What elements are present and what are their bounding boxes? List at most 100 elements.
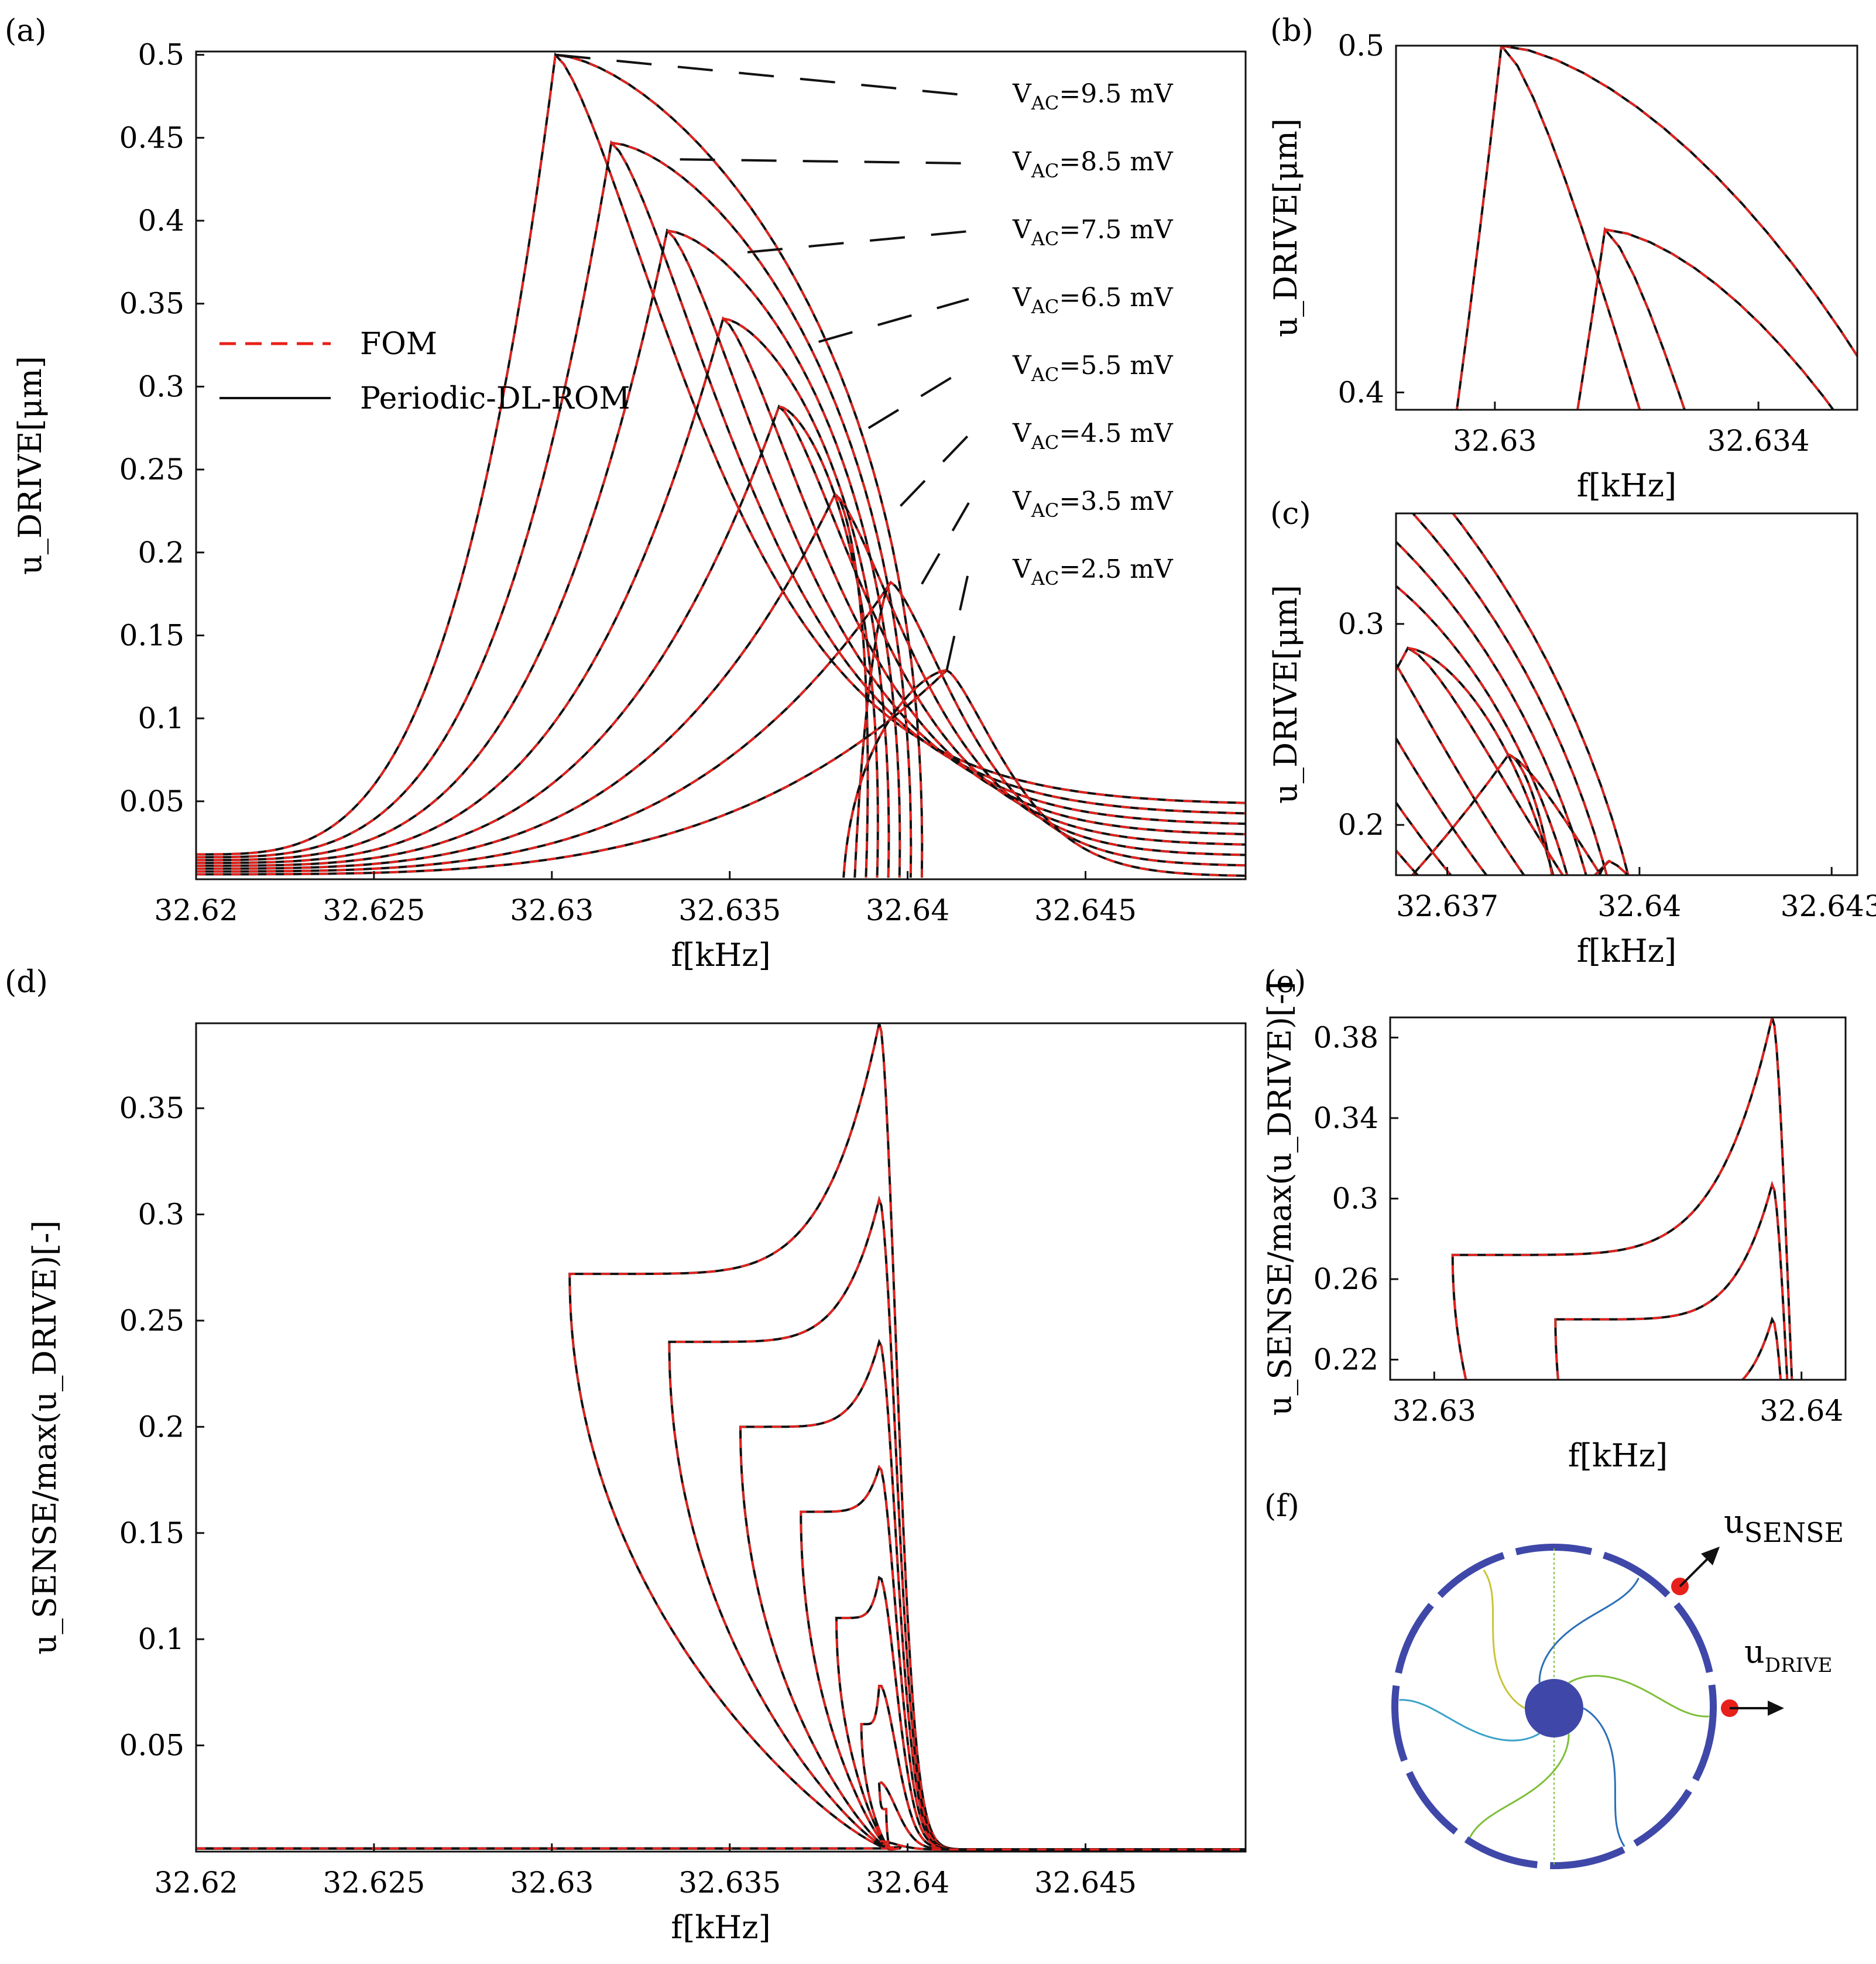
- annotation-leader-line: [818, 298, 969, 343]
- panel-e-series-rom-13: [1772, 1737, 1876, 1801]
- annotation-vac-label: VAC=2.5 mV: [1012, 554, 1174, 589]
- panel-b-series-fom-6: [836, 597, 1876, 1735]
- panel-a-series-fom-14: [196, 669, 1246, 877]
- annotation-leader-line: [555, 53, 969, 97]
- panel-a-series-fom-9: [778, 405, 879, 878]
- panel-b-xtick-label: 32.634: [1707, 424, 1810, 458]
- panel-c-series-rom-6: [1396, 661, 1526, 875]
- panel-d-ytick-label: 0.25: [119, 1304, 184, 1338]
- panel-c-series-rom-11: [1508, 753, 1553, 875]
- panel-c-series-rom-14: [358, 968, 1876, 1216]
- panel-a-ytick-label: 0.1: [138, 701, 184, 735]
- panel-e-ytick-label: 0.34: [1313, 1101, 1378, 1135]
- spiral-spring: [1568, 1675, 1709, 1718]
- panel-b-series-rom-12: [836, 1149, 1876, 1753]
- panel-c-xtick-label: 32.643: [1781, 889, 1876, 923]
- sense-arrowhead: [1701, 1547, 1720, 1565]
- panel-b-series-fom-0: [1456, 46, 1641, 410]
- panel-d-xtick-label: 32.62: [154, 1866, 238, 1900]
- panel-e-series-rom-3: [1554, 1181, 1789, 1380]
- panel-b-series-fom-8: [836, 781, 1876, 1741]
- panel-a-series-fom-1: [555, 53, 924, 878]
- panel-d-series-fom-9: [835, 1576, 1246, 1851]
- panel-a-ytick-label: 0.2: [138, 536, 184, 570]
- panel-c-series-rom-2: [1396, 800, 1453, 875]
- panel-d-xlabel: f[kHz]: [671, 1909, 770, 1946]
- panel-label-a: (a): [5, 13, 47, 49]
- panel-a-xtick-label: 32.635: [678, 893, 781, 927]
- panel-e-xlabel: f[kHz]: [1568, 1437, 1668, 1474]
- spiral-spring: [1399, 1699, 1540, 1742]
- panel-b-series-fom-14: [836, 1332, 1876, 1762]
- panel-a-series-fom-7: [723, 317, 890, 878]
- panel-b-xlabel: f[kHz]: [1577, 467, 1676, 504]
- panel-a-ytick-label: 0.25: [119, 453, 184, 486]
- panel-b-series-rom-3: [1604, 228, 1835, 410]
- panel-a-series-rom-5: [667, 229, 901, 878]
- chart-panel-c: 32.637 32.64 32.643 0.2 0.3 f[kHz] u_DRIVE[μm]: [358, 512, 1876, 1216]
- annotation-leader-line: [867, 366, 970, 429]
- panel-b-frame: [1395, 44, 1858, 411]
- panel-e-ytick-label: 0.3: [1332, 1182, 1378, 1216]
- annotation-leader-line: [921, 502, 970, 585]
- panel-c-series-fom-3: [1411, 513, 1608, 875]
- panel-label-c: (c): [1270, 496, 1311, 532]
- panel-a-plot-area: [196, 52, 1246, 878]
- annotation-leader-line: [680, 158, 969, 164]
- panel-a-ytick-label: 0.05: [119, 784, 184, 818]
- outer-ring: [1391, 1544, 1717, 1869]
- panel-a-xtick-label: 32.625: [323, 893, 425, 927]
- panel-b-series-fom-5: [1709, 413, 1876, 1766]
- panel-a-ytick-label: 0.5: [138, 38, 184, 72]
- panel-label-b: (b): [1270, 13, 1313, 49]
- panel-a-ytick-label: 0.35: [119, 287, 184, 321]
- panel-e-ytick-label: 0.38: [1313, 1020, 1378, 1054]
- panel-a-series-fom-15: [842, 669, 947, 878]
- panel-b-series-fom-12: [836, 1149, 1876, 1753]
- panel-c-series-rom-1: [1451, 513, 1630, 875]
- panel-a-series-fom-8: [196, 405, 1246, 867]
- drive-arrowhead: [1768, 1701, 1784, 1716]
- annotation-leader-line: [747, 230, 969, 253]
- panel-d-series-rom-3: [668, 1195, 1246, 1851]
- panel-label-f: (f): [1264, 1489, 1299, 1524]
- panel-e-ytick-label: 0.26: [1313, 1262, 1378, 1296]
- panel-d-series-rom-5: [739, 1338, 1246, 1851]
- panel-d-ytick-label: 0.1: [138, 1622, 184, 1656]
- annotation-vac-label: VAC=9.5 mV: [1012, 79, 1174, 114]
- panel-b-ylabel: u_DRIVE[μm]: [1267, 118, 1304, 337]
- panel-c-series-fom-14: [358, 968, 1876, 1216]
- panel-c-series-fom-6: [1396, 662, 1525, 875]
- panel-a-xlabel: f[kHz]: [671, 937, 770, 974]
- panel-b-series-rom-1: [1501, 46, 1857, 358]
- panel-d-series-fom-3: [668, 1196, 1246, 1851]
- panel-b-series-rom-8: [836, 781, 1876, 1741]
- panel-d-series-fom-1: [568, 1023, 1246, 1851]
- panel-c-series-rom-10: [1411, 753, 1603, 875]
- panel-c-xtick-label: 32.637: [1396, 889, 1498, 923]
- panel-a-ytick-label: 0.3: [138, 369, 184, 403]
- panel-a-ytick-label: 0.4: [138, 204, 184, 238]
- panel-e-series-fom-15: [1772, 1792, 1876, 1801]
- gyroscope-schematic: uSENSE uDRIVE: [1391, 1503, 1844, 1869]
- panel-d-ytick-label: 0.2: [138, 1410, 184, 1444]
- panel-e-ytick-label: 0.22: [1313, 1343, 1378, 1377]
- panel-d-plot-area: [196, 1023, 1246, 1851]
- panel-a-xtick-label: 32.645: [1034, 893, 1137, 927]
- panel-a-ytick-label: 0.15: [119, 618, 184, 652]
- annotation-vac-label: VAC=7.5 mV: [1012, 215, 1174, 250]
- sense-arrow: [1679, 1556, 1710, 1588]
- panel-c-series-fom-2: [1396, 800, 1453, 875]
- panel-e-series-rom-15: [1772, 1792, 1876, 1801]
- spiral-spring: [1469, 1733, 1570, 1839]
- panel-d-xtick-label: 32.64: [866, 1866, 949, 1900]
- annotation-vac-label: VAC=5.5 mV: [1012, 351, 1174, 386]
- spiral-spring: [1583, 1707, 1625, 1847]
- panel-label-e: (e): [1264, 965, 1306, 1000]
- panel-a-series-rom-6: [196, 316, 1246, 865]
- panel-a-xtick-label: 32.63: [510, 893, 594, 927]
- panel-e-series-rom-5: [1741, 1316, 1782, 1380]
- panel-d-ylabel: u_SENSE/max(u_DRIVE)[-]: [26, 1221, 63, 1655]
- panel-c-series-fom-10: [1411, 753, 1602, 875]
